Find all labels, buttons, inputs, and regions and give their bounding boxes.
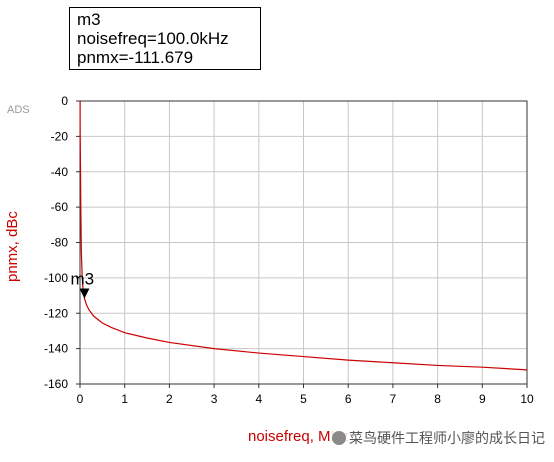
x-tick-label: 6: [345, 392, 352, 406]
marker-m3-triangle: [79, 288, 90, 299]
x-tick-label: 9: [479, 392, 486, 406]
x-tick-label: 8: [434, 392, 441, 406]
y-tick-label: -140: [44, 342, 68, 356]
x-tick-label: 7: [390, 392, 397, 406]
x-axis-label: noisefreq, MHz: [248, 428, 349, 445]
watermark-text: 菜鸟硬件工程师小廖的成长日记: [349, 430, 545, 446]
x-tick-label: 10: [520, 392, 534, 406]
x-tick-label: 2: [166, 392, 173, 406]
y-tick-label: -40: [51, 165, 69, 179]
y-tick-label: -20: [51, 129, 69, 143]
marker-readout-box[interactable]: m3 noisefreq=100.0kHz pnmx=-111.679: [69, 7, 261, 70]
watermark: 菜鸟硬件工程师小廖的成长日记: [330, 428, 547, 448]
marker-readout-value: pnmx=-111.679: [77, 48, 194, 67]
marker-readout-freq: noisefreq=100.0kHz: [77, 29, 229, 48]
y-tick-label: -120: [44, 306, 68, 320]
marker-readout-name: m3: [77, 10, 101, 29]
x-tick-label: 0: [77, 392, 84, 406]
y-tick-label: -60: [51, 200, 69, 214]
y-tick-label: 0: [61, 94, 68, 108]
pnmx-series-line: [79, 101, 528, 371]
x-tick-label: 4: [255, 392, 262, 406]
x-tick-label: 3: [211, 392, 218, 406]
x-tick-label: 5: [300, 392, 307, 406]
y-tick-label: -160: [44, 377, 68, 391]
wechat-logo-icon: [332, 431, 346, 445]
x-tick-label: 1: [121, 392, 128, 406]
y-tick-label: -80: [51, 236, 69, 250]
marker-m3-label: m3: [70, 270, 94, 289]
y-tick-label: -100: [44, 271, 68, 285]
ads-corner-label: ADS: [7, 104, 30, 116]
y-axis-label: pnmx, dBc: [4, 211, 21, 282]
